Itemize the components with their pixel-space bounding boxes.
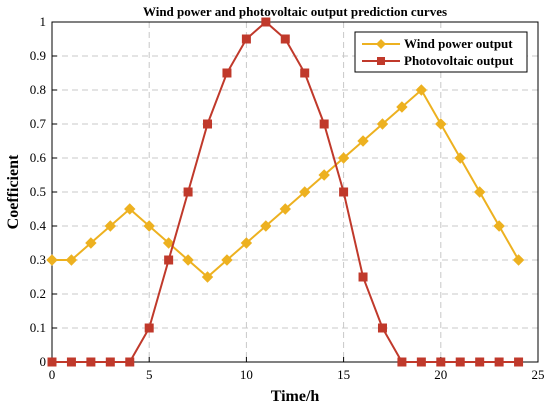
x-tick-label: 15 bbox=[337, 367, 350, 382]
data-point-diamond bbox=[65, 254, 78, 266]
data-point-diamond bbox=[221, 254, 233, 266]
data-point-square bbox=[280, 34, 290, 44]
y-tick-label: 0.2 bbox=[30, 286, 46, 301]
data-point-square bbox=[397, 357, 407, 367]
data-point-square bbox=[183, 187, 193, 197]
legend: Wind power output Photovoltaic output bbox=[354, 31, 528, 73]
data-point-diamond bbox=[85, 237, 97, 249]
data-point-square bbox=[358, 272, 368, 282]
data-point-diamond bbox=[104, 220, 117, 232]
y-tick-label: 0.4 bbox=[30, 218, 47, 233]
data-point-square bbox=[455, 357, 465, 367]
data-point-diamond bbox=[435, 118, 447, 130]
data-point-diamond bbox=[337, 152, 350, 164]
data-point-square bbox=[86, 357, 96, 367]
data-point-square bbox=[66, 357, 76, 367]
chart-title: Wind power and photovoltaic output predi… bbox=[143, 4, 447, 19]
data-point-diamond bbox=[512, 254, 525, 266]
data-point-square bbox=[47, 357, 57, 367]
y-tick-label: 0 bbox=[40, 354, 47, 369]
data-point-diamond bbox=[182, 254, 194, 266]
data-point-square bbox=[339, 187, 349, 197]
data-point-diamond bbox=[493, 220, 505, 232]
data-point-diamond bbox=[260, 220, 272, 232]
legend-pv-marker bbox=[377, 57, 385, 65]
data-point-square bbox=[241, 34, 251, 44]
axis-ticks: 0 5 10 15 20 25 0 0.1 0.2 0.3 0.4 0.5 0.6 0.7 0.8 0.9 1 bbox=[30, 14, 545, 382]
data-point-square bbox=[319, 119, 329, 129]
legend-wind-marker bbox=[376, 39, 386, 49]
y-tick-label: 0.6 bbox=[30, 150, 47, 165]
data-point-square bbox=[416, 357, 426, 367]
y-tick-label: 0.7 bbox=[30, 116, 47, 131]
y-tick-label: 0.3 bbox=[30, 252, 46, 267]
y-tick-label: 0.9 bbox=[30, 48, 46, 63]
y-tick-label: 0.1 bbox=[30, 320, 46, 335]
data-point-diamond bbox=[318, 169, 330, 181]
data-point-square bbox=[514, 357, 524, 367]
x-tick-label: 20 bbox=[434, 367, 447, 382]
legend-pv-label: Photovoltaic output bbox=[404, 53, 514, 68]
data-point-diamond bbox=[454, 152, 466, 164]
data-point-square bbox=[144, 323, 154, 333]
data-point-diamond bbox=[279, 203, 291, 215]
x-tick-label: 10 bbox=[240, 367, 253, 382]
data-point-diamond bbox=[396, 101, 408, 113]
series-1 bbox=[47, 17, 524, 367]
series-0 bbox=[46, 84, 525, 283]
y-axis-title: Coefficient bbox=[5, 154, 22, 229]
x-tick-label: 0 bbox=[49, 367, 56, 382]
x-axis-title: Time/h bbox=[271, 388, 320, 405]
legend-wind-label: Wind power output bbox=[404, 36, 513, 51]
data-point-square bbox=[377, 323, 387, 333]
data-point-square bbox=[494, 357, 504, 367]
series-layer bbox=[46, 17, 525, 367]
y-tick-label: 1 bbox=[40, 14, 47, 29]
data-point-diamond bbox=[357, 135, 369, 147]
y-tick-label: 0.8 bbox=[30, 82, 46, 97]
data-point-square bbox=[300, 68, 310, 78]
data-point-diamond bbox=[473, 186, 486, 198]
data-point-square bbox=[164, 255, 174, 265]
y-tick-label: 0.5 bbox=[30, 184, 46, 199]
data-point-diamond bbox=[46, 254, 58, 266]
data-point-diamond bbox=[143, 220, 155, 232]
legend-box bbox=[354, 31, 528, 73]
data-point-diamond bbox=[162, 237, 175, 249]
data-point-square bbox=[125, 357, 135, 367]
data-point-diamond bbox=[124, 203, 136, 215]
data-point-square bbox=[203, 119, 213, 129]
data-point-diamond bbox=[299, 186, 311, 198]
data-point-diamond bbox=[201, 271, 214, 283]
x-tick-label: 5 bbox=[146, 367, 153, 382]
x-tick-label: 25 bbox=[532, 367, 545, 382]
data-point-square bbox=[475, 357, 485, 367]
data-point-square bbox=[261, 17, 271, 27]
data-point-square bbox=[436, 357, 446, 367]
data-point-diamond bbox=[415, 84, 428, 96]
data-point-square bbox=[222, 68, 232, 78]
data-point-diamond bbox=[376, 118, 389, 130]
data-point-square bbox=[105, 357, 115, 367]
data-point-diamond bbox=[240, 237, 253, 249]
